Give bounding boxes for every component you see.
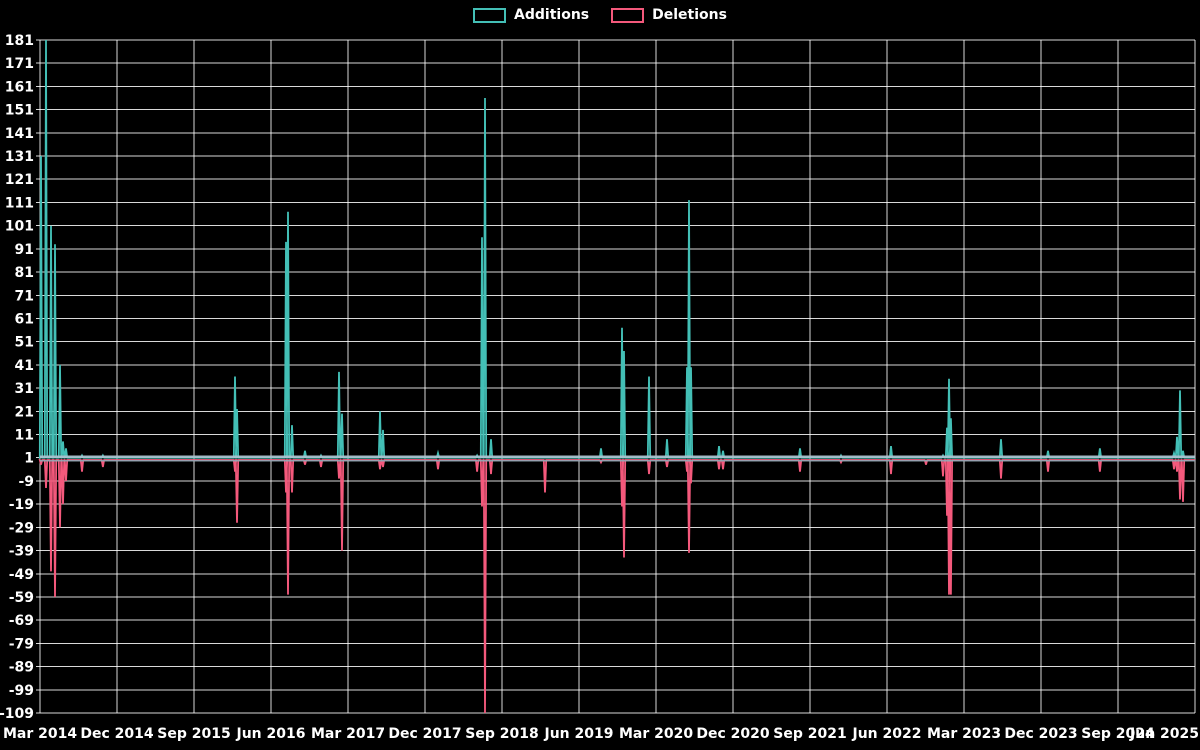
- deletions-legend-label: Deletions: [652, 7, 727, 23]
- y-tick-label: 21: [15, 404, 34, 420]
- y-tick-label: 111: [5, 195, 34, 211]
- y-tick-label: 71: [15, 288, 34, 304]
- y-tick-label: 11: [15, 428, 34, 444]
- y-tick-label: -29: [9, 520, 34, 536]
- x-tick-label: Jun 2016: [236, 726, 306, 742]
- x-tick-label: Jun 2022: [852, 726, 922, 742]
- y-tick-label: -19: [9, 497, 34, 513]
- x-tick-label: Mar 2014: [3, 726, 77, 742]
- y-tick-label: 1: [24, 451, 34, 467]
- y-tick-label: -109: [0, 706, 34, 722]
- y-tick-label: 101: [5, 219, 34, 235]
- y-tick-label: 141: [5, 126, 34, 142]
- x-tick-label: Jun 2019: [544, 726, 614, 742]
- y-tick-label: 131: [5, 149, 34, 165]
- x-tick-label: Sep 2021: [773, 726, 846, 742]
- additions-legend-label: Additions: [514, 7, 590, 23]
- y-tick-label: 81: [15, 265, 34, 281]
- y-tick-label: -49: [9, 567, 34, 583]
- x-tick-label: Mar 2020: [619, 726, 693, 742]
- y-tick-label: -89: [9, 660, 34, 676]
- y-tick-label: 161: [5, 79, 34, 95]
- x-tick-label: Dec 2017: [388, 726, 461, 742]
- y-tick-label: -39: [9, 544, 34, 560]
- y-tick-label: 61: [15, 311, 34, 327]
- y-tick-label: 151: [5, 103, 34, 119]
- legend-item-deletions[interactable]: Deletions: [611, 6, 727, 25]
- y-tick-label: 91: [15, 242, 34, 258]
- y-tick-label: -9: [18, 474, 34, 490]
- y-tick-label: 31: [15, 381, 34, 397]
- x-tick-label: Jun 2025: [1129, 726, 1199, 742]
- additions-swatch-icon: [473, 8, 507, 23]
- y-tick-label: 51: [15, 335, 34, 351]
- y-tick-label: 121: [5, 172, 34, 188]
- chart-legend: Additions Deletions: [0, 6, 1200, 25]
- x-tick-label: Dec 2014: [80, 726, 154, 742]
- deletions-swatch-icon: [611, 8, 645, 23]
- x-tick-label: Mar 2017: [311, 726, 385, 742]
- x-tick-label: Sep 2015: [157, 726, 230, 742]
- y-tick-label: 181: [5, 33, 34, 49]
- x-tick-label: Sep 2018: [465, 726, 538, 742]
- x-tick-label: Dec 2023: [1004, 726, 1077, 742]
- y-tick-label: -59: [9, 590, 34, 606]
- x-tick-label: Mar 2023: [927, 726, 1001, 742]
- y-tick-label: -69: [9, 613, 34, 629]
- deletions-line: [38, 458, 1196, 714]
- y-tick-label: -79: [9, 636, 34, 652]
- y-tick-label: 171: [5, 56, 34, 72]
- x-tick-label: Dec 2020: [696, 726, 770, 742]
- y-tick-label: 41: [15, 358, 34, 374]
- legend-item-additions[interactable]: Additions: [473, 6, 589, 25]
- y-tick-label: -99: [9, 683, 34, 699]
- x-tick-label: Sep 2024: [1081, 726, 1155, 742]
